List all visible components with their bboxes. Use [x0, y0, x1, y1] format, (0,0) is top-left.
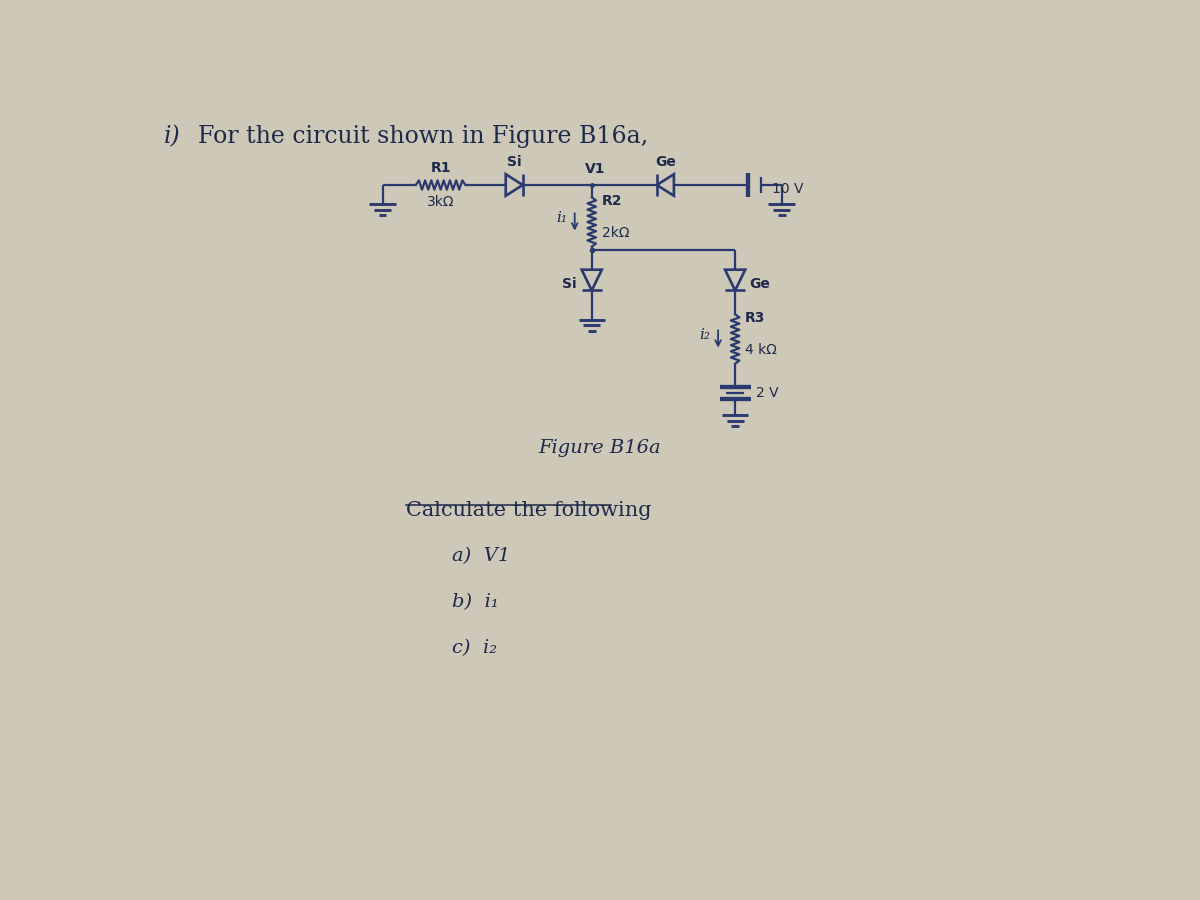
Text: R3: R3	[745, 311, 766, 325]
Text: R2: R2	[602, 194, 623, 208]
Text: i₁: i₁	[556, 212, 566, 225]
Text: Calculate the following: Calculate the following	[406, 500, 652, 519]
Text: b)  i₁: b) i₁	[452, 593, 499, 611]
Text: 2 V: 2 V	[756, 386, 779, 400]
Text: 4 kΩ: 4 kΩ	[745, 343, 778, 357]
Text: a)  V1: a) V1	[452, 547, 510, 565]
Text: R1: R1	[431, 161, 451, 175]
Text: Si: Si	[506, 155, 522, 169]
Text: 10 V: 10 V	[772, 182, 803, 196]
Text: V1: V1	[586, 162, 606, 176]
Text: i₂: i₂	[700, 328, 710, 342]
Text: For the circuit shown in Figure B16a,: For the circuit shown in Figure B16a,	[198, 125, 648, 148]
Text: c)  i₂: c) i₂	[452, 639, 497, 657]
Text: 3kΩ: 3kΩ	[427, 195, 455, 209]
Text: Ge: Ge	[749, 276, 770, 291]
Text: i): i)	[164, 125, 181, 148]
Text: 2kΩ: 2kΩ	[602, 226, 629, 239]
Text: Si: Si	[562, 276, 576, 291]
Text: Ge: Ge	[655, 155, 676, 169]
Text: Figure B16a: Figure B16a	[538, 439, 661, 457]
